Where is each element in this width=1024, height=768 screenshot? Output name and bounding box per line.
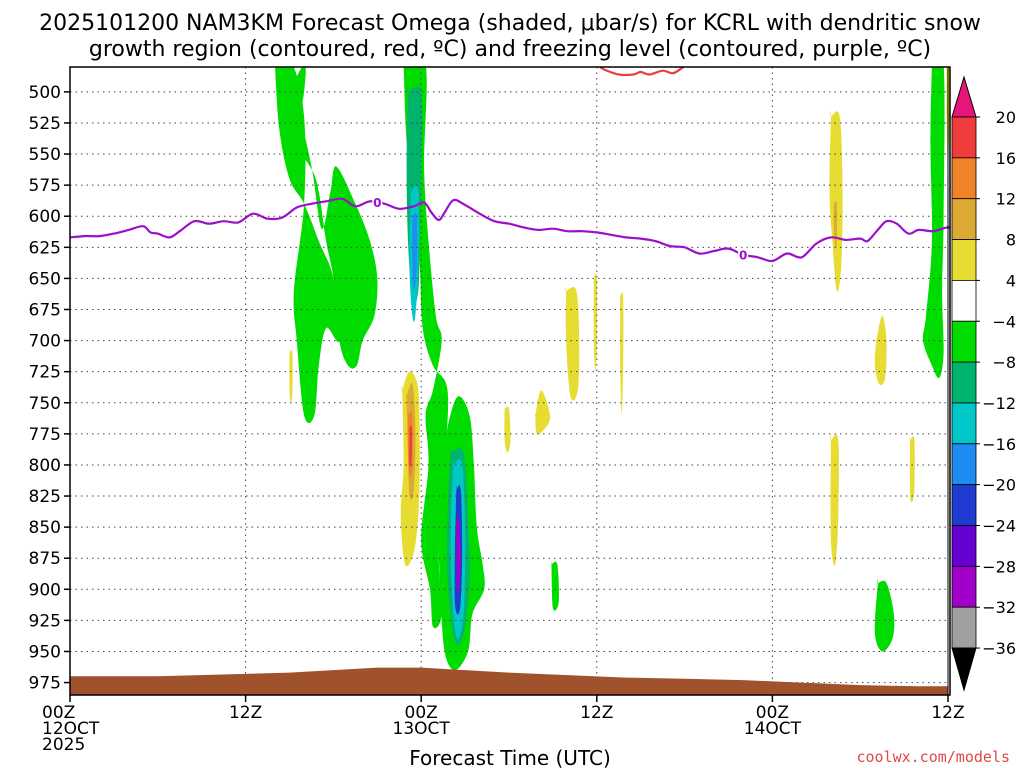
colorbar-swatch-10: [951, 525, 977, 567]
colorbar-swatch-8: [951, 443, 977, 486]
chart-title-line-2: growth region (contoured, red, ºC) and f…: [89, 37, 931, 62]
x-tick-label-0-0: 00Z: [42, 703, 75, 723]
y-tick-label-675: 675: [29, 300, 61, 320]
y-tick-label-975: 975: [29, 674, 61, 694]
omega-region-5: [412, 212, 418, 291]
colorbar-label-3: 8: [1006, 231, 1016, 250]
colorbar-swatch-2: [951, 198, 977, 240]
colorbar-label-4: 4: [1006, 271, 1016, 290]
y-tick-label-650: 650: [29, 269, 61, 289]
colorbar-label-7: −12: [982, 394, 1016, 413]
omega-region-24: [874, 315, 887, 386]
colorbar-label-12: −32: [982, 598, 1016, 617]
x-tick-label-48-0: 00Z: [756, 703, 789, 723]
colorbar-label-13: −36: [982, 639, 1016, 658]
y-tick-label-850: 850: [29, 518, 61, 538]
colorbar-swatch-9: [951, 484, 977, 526]
omega-region-21: [289, 350, 293, 403]
x-tick-label-24-0: 00Z: [405, 703, 438, 723]
colorbar-swatch-5: [951, 320, 977, 363]
y-tick-label-800: 800: [29, 456, 61, 476]
chart-title-line-1: 2025101200 NAM3KM Forecast Omega (shaded…: [39, 11, 981, 36]
y-tick-label-550: 550: [29, 145, 61, 165]
plot-frame: [69, 66, 951, 696]
omega-region-10: [456, 517, 461, 596]
omega-region-18: [565, 287, 580, 401]
colorbar-swatch-1: [951, 157, 977, 200]
omega-region-26: [909, 436, 915, 503]
omega-region-20: [619, 292, 624, 416]
omega-region-15: [550, 561, 560, 611]
x-axis-label: Forecast Time (UTC): [409, 746, 611, 768]
colorbar-bottom-triangle: [951, 647, 977, 692]
omega-region-19: [593, 273, 598, 372]
y-tick-label-925: 925: [29, 611, 61, 631]
y-tick-label-600: 600: [29, 207, 61, 227]
freezing-label-bg-0: [372, 195, 383, 209]
colorbar-swatch-0: [951, 116, 977, 159]
colorbar-swatch-7: [951, 402, 977, 445]
omega-region-14: [409, 424, 412, 468]
freezing-label-bg-1: [738, 247, 749, 261]
omega-shading: [275, 67, 950, 671]
plot-background: [70, 67, 950, 695]
colorbar-label-5: −4: [992, 312, 1016, 331]
omega-region-1: [275, 67, 340, 423]
colorbar-label-11: −28: [982, 557, 1016, 576]
contours: 00: [70, 67, 950, 263]
x-tick-label-60-0: 12Z: [931, 703, 964, 723]
y-tick-label-575: 575: [29, 176, 61, 196]
omega-region-17: [534, 390, 551, 435]
colorbar-swatch-12: [951, 606, 977, 649]
y-axis: 500 525 550 575 600 625 650 675 700 725 750 775 800 8…: [29, 83, 70, 694]
y-tick-label-525: 525: [29, 114, 61, 134]
omega-region-16: [504, 406, 511, 453]
omega-region-25: [830, 432, 839, 566]
freezing-level-label-1: 0: [739, 248, 747, 262]
colorbar-label-10: −24: [982, 517, 1016, 536]
omega-region-29: [922, 67, 945, 379]
colorbar-swatch-6: [951, 361, 977, 404]
colorbar-label-9: −20: [982, 476, 1016, 495]
y-tick-label-900: 900: [29, 580, 61, 600]
x-tick-label-36-0: 12Z: [580, 703, 613, 723]
colorbar-swatch-3: [951, 239, 977, 281]
y-tick-label-825: 825: [29, 487, 61, 507]
terrain-fill: [70, 667, 948, 695]
y-tick-label-500: 500: [29, 83, 61, 103]
colorbar: 20 16 12 8 4 −4 −8 −12 −16 −20 −24 −28 −32 −36: [951, 75, 1016, 692]
x-tick-label-24-1: 13OCT: [393, 719, 451, 739]
colorbar-swatch-4: [951, 279, 977, 322]
colorbar-label-6: −8: [992, 353, 1016, 372]
colorbar-label-8: −16: [982, 435, 1016, 454]
y-tick-label-625: 625: [29, 238, 61, 258]
freezing-level-contour: [70, 197, 950, 263]
dendritic-growth-contour: [598, 67, 686, 77]
grid-lines: [70, 67, 948, 695]
x-tick-label-0-2: 2025: [42, 735, 85, 755]
y-tick-label-950: 950: [29, 642, 61, 662]
credit-text: coolwx.com/models: [856, 748, 1010, 766]
y-tick-label-875: 875: [29, 549, 61, 569]
colorbar-label-1: 16: [996, 149, 1016, 168]
colorbar-swatch-11: [951, 565, 977, 608]
y-tick-label-725: 725: [29, 363, 61, 383]
x-tick-label-0-1: 12OCT: [42, 719, 100, 739]
x-tick-label-12-0: 12Z: [229, 703, 262, 723]
terrain-layer: [70, 667, 948, 695]
y-tick-label-775: 775: [29, 425, 61, 445]
y-tick-label-750: 750: [29, 394, 61, 414]
omega-region-28: [874, 579, 895, 652]
freezing-level-label-0: 0: [373, 196, 381, 210]
colorbar-top-triangle: [951, 75, 977, 118]
x-tick-label-48-1: 14OCT: [744, 719, 802, 739]
colorbar-label-2: 12: [996, 190, 1016, 209]
colorbar-label-0: 20: [996, 108, 1016, 127]
y-tick-label-700: 700: [29, 332, 61, 352]
